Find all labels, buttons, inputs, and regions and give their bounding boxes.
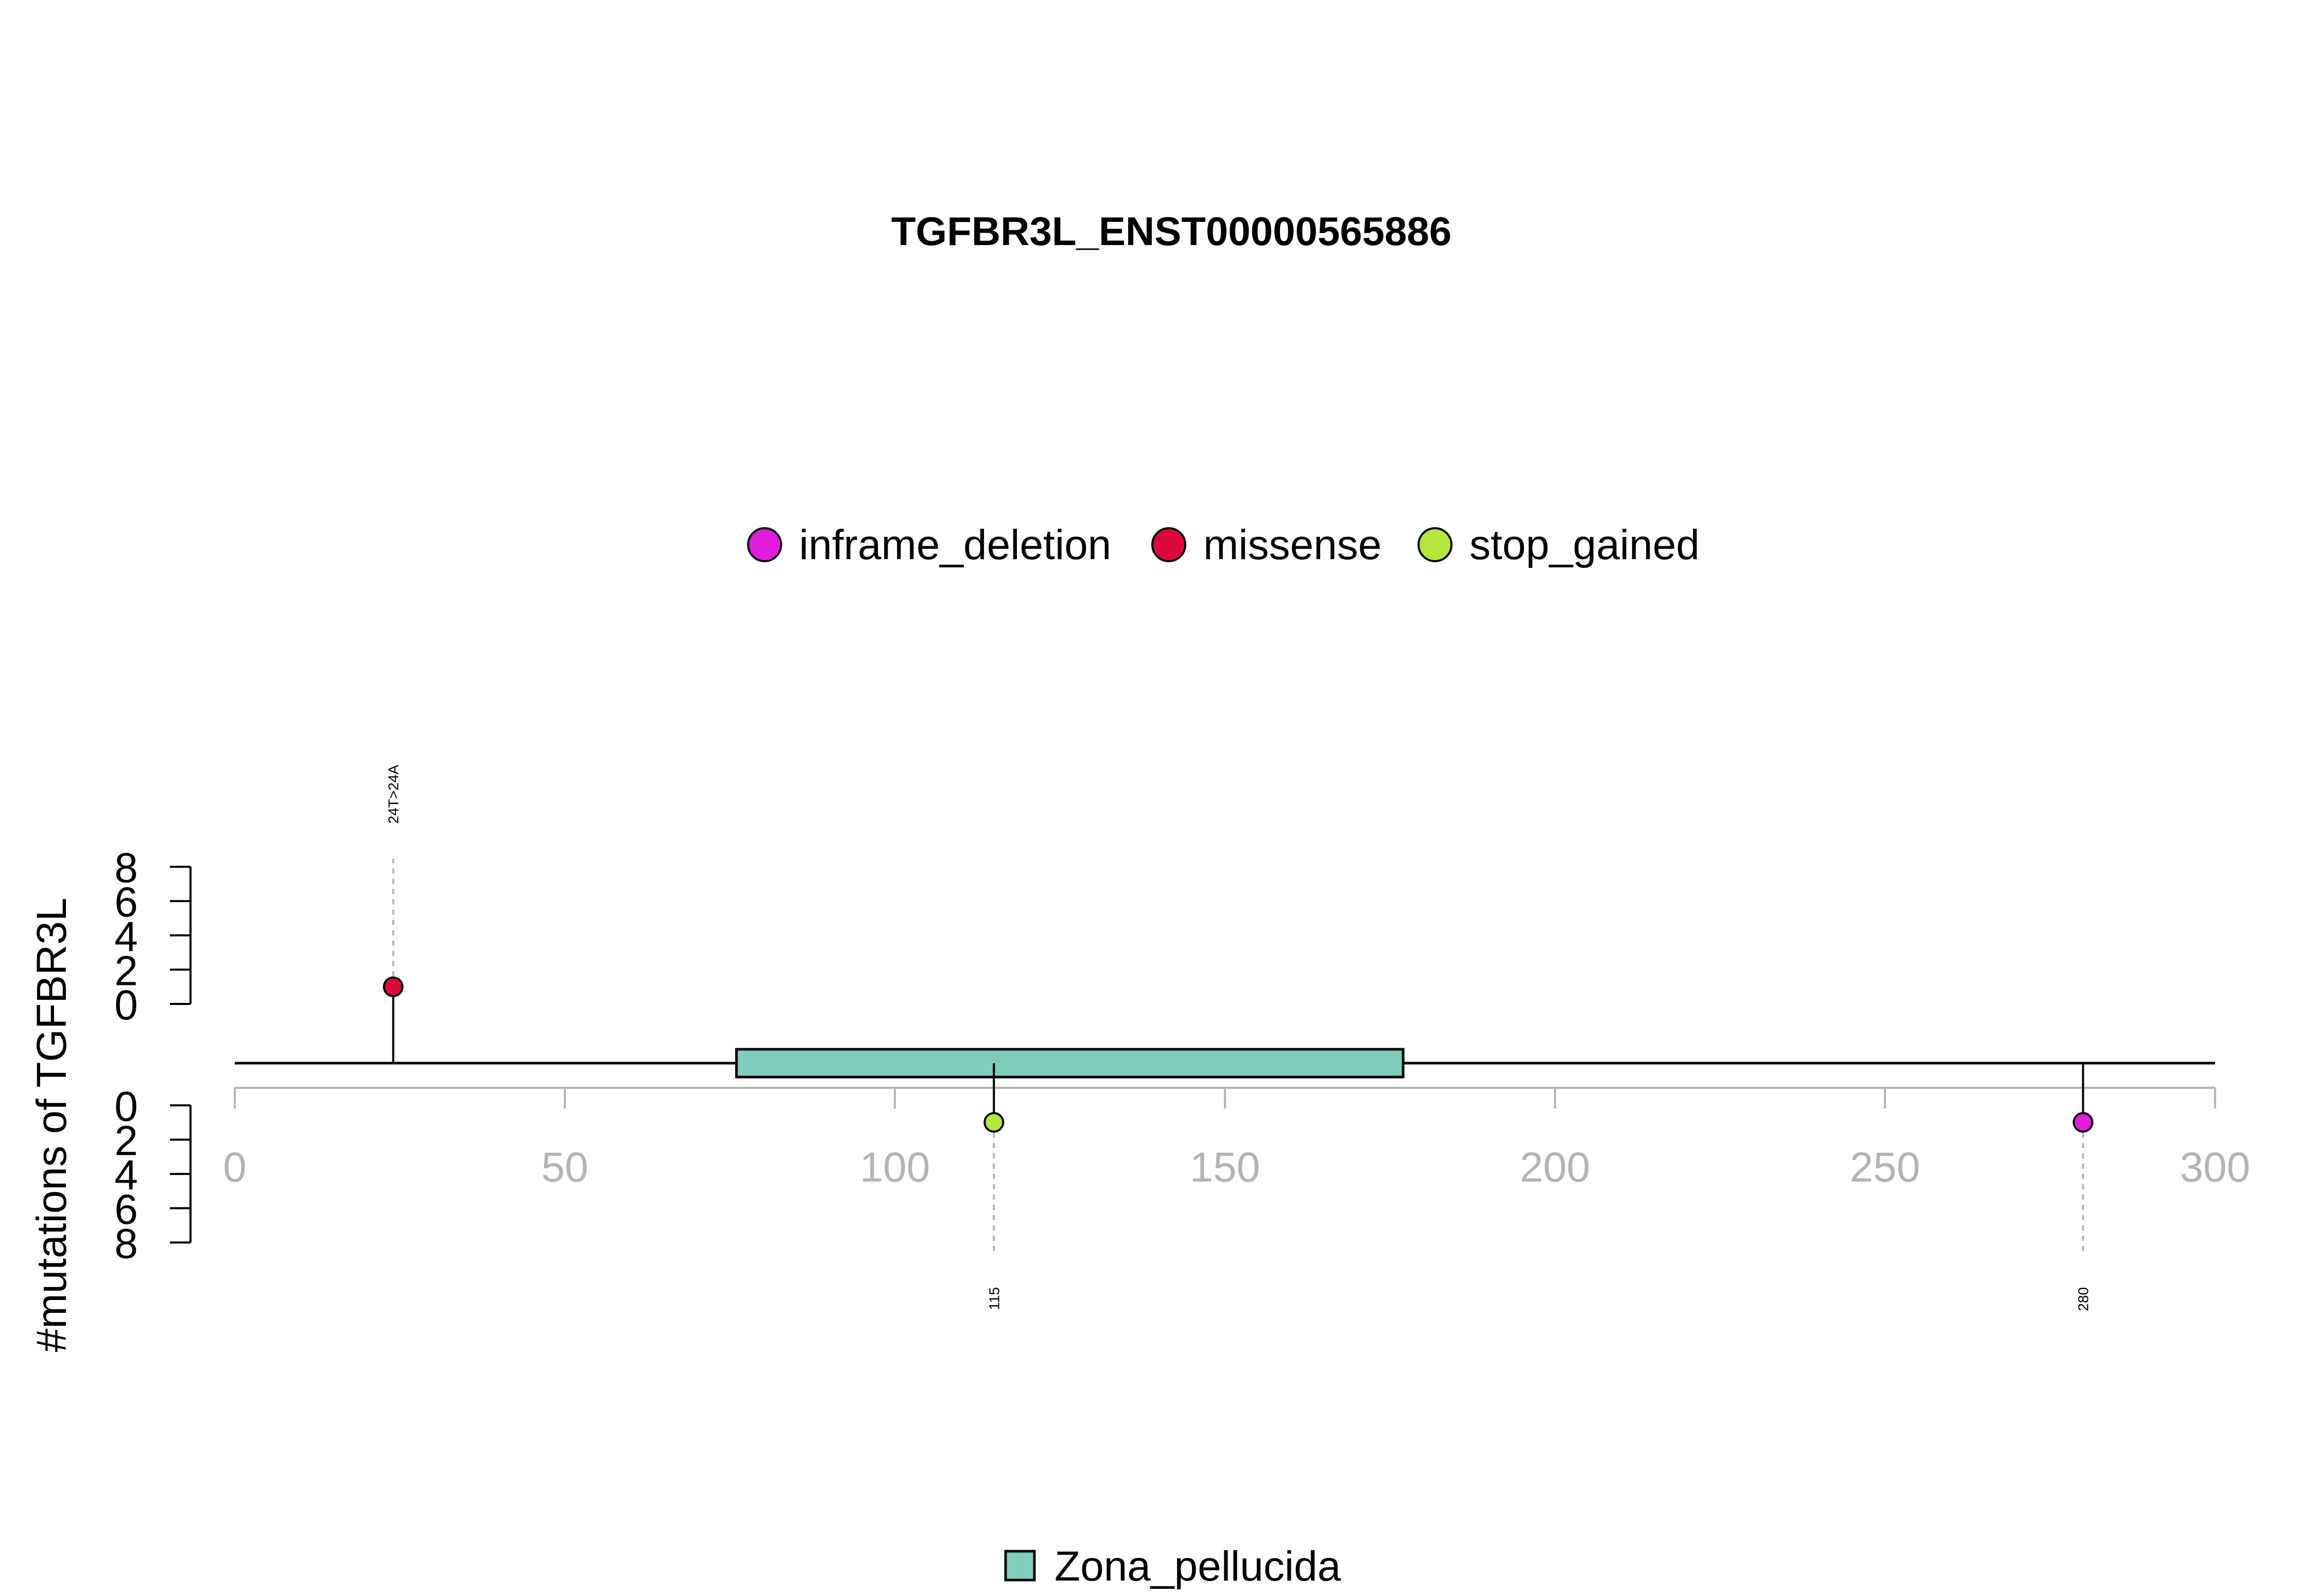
y-tick-label-top: 2: [114, 947, 138, 994]
mutation-point: [983, 1112, 1005, 1133]
mutation-point: [383, 976, 404, 997]
y-tick-label-top: 0: [114, 982, 138, 1029]
y-tick-label-bottom: 4: [114, 1152, 138, 1199]
legend-domain-label: Zona_pellucida: [1054, 1543, 1341, 1590]
domain-legend: Zona_pellucida: [1004, 1543, 1341, 1590]
mutations: 24T>24A 115 280: [383, 765, 2094, 1311]
legend-marker-stop_gained: [1417, 527, 1453, 562]
legend-label-missense: missense: [1203, 522, 1381, 568]
mutation-label: 280: [2076, 1287, 2091, 1311]
y-tick-label-bottom: 8: [114, 1220, 138, 1267]
mutation-label: 115: [986, 1287, 1002, 1310]
mutation-stop_gained: 115: [983, 1063, 1005, 1310]
x-tick-label: 50: [541, 1144, 588, 1191]
mutation-missense: 24T>24A: [383, 765, 404, 1063]
mutation-label: 24T>24A: [386, 765, 402, 824]
y-tick-label-bottom: 2: [114, 1118, 138, 1165]
y-tick-label-top: 4: [114, 913, 138, 960]
y-tick-label-bottom: 0: [114, 1083, 138, 1130]
domain-Zona_pellucida: [735, 1048, 1405, 1079]
y-axis-title: #mutations of TGFBR3L: [28, 898, 75, 1352]
x-tick-label: 250: [1850, 1144, 1921, 1191]
x-axis: 0 50 100 150 200 250 300: [223, 1087, 2251, 1191]
x-tick-label: 0: [223, 1144, 247, 1191]
legend-marker-inframe_deletion: [747, 527, 782, 562]
x-tick-label: 150: [1190, 1144, 1260, 1191]
x-tick-label: 300: [2180, 1144, 2251, 1191]
x-tick-label: 100: [860, 1144, 930, 1191]
chart-title: TGFBR3L_ENST00000565886: [891, 209, 1451, 254]
mutation-legend: inframe_deletion missense stop_gained: [747, 522, 1700, 568]
mutation-inframe_deletion: 280: [2072, 1063, 2094, 1311]
x-tick-label: 200: [1520, 1144, 1590, 1191]
y-tick-label-bottom: 6: [114, 1186, 138, 1233]
mutation-point: [2072, 1112, 2094, 1133]
legend-marker-missense: [1151, 527, 1186, 562]
y-tick-label-top: 6: [114, 879, 138, 926]
legend-domain-swatch: [1004, 1550, 1036, 1582]
y-tick-label-top: 8: [114, 845, 138, 892]
domains: [735, 1048, 1405, 1079]
legend-label-stop_gained: stop_gained: [1469, 522, 1700, 568]
legend-label-inframe_deletion: inframe_deletion: [799, 522, 1111, 568]
